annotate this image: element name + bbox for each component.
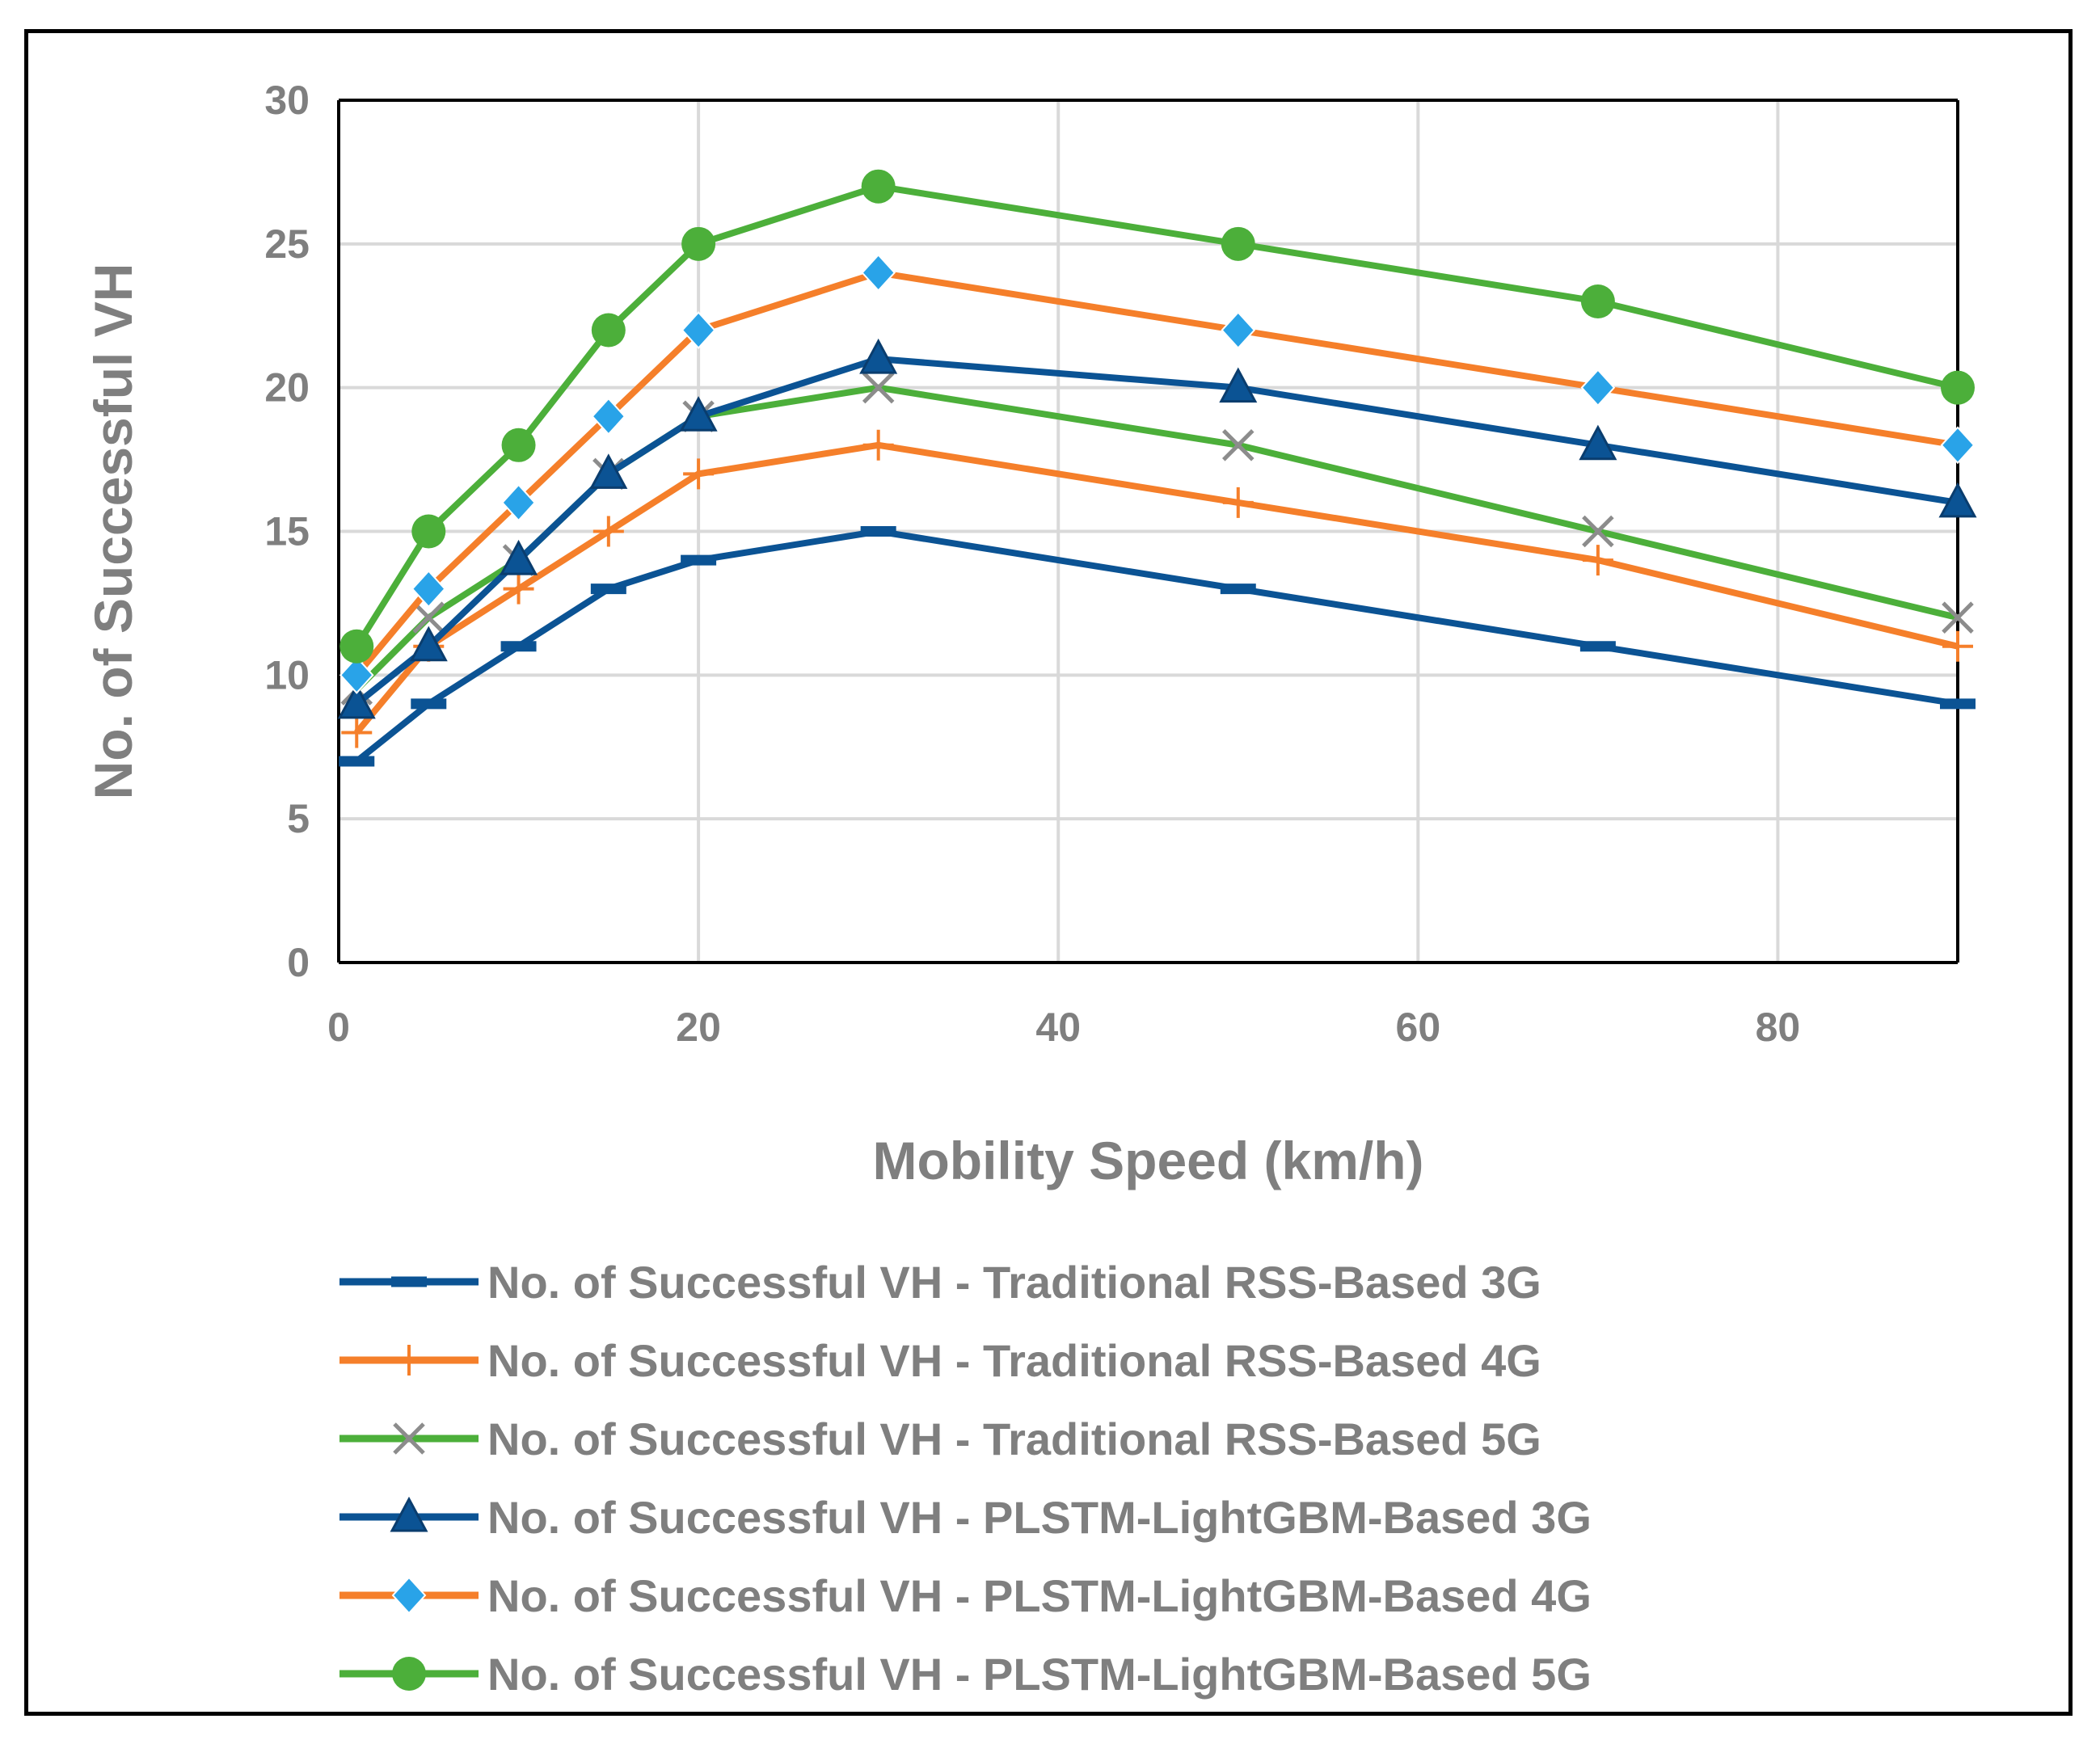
legend-entry-6: No. of Successful VH - PLSTM-LightGBM-Ba… xyxy=(339,1649,1592,1700)
series-6-point-3 xyxy=(501,428,536,462)
series-2-point-4 xyxy=(592,516,624,547)
series-5-point-1 xyxy=(339,655,374,694)
y-tick-label-15: 15 xyxy=(264,509,310,554)
series-5-point-3 xyxy=(501,483,536,522)
series-3-point-7 xyxy=(1222,429,1255,461)
series-2-point-5 xyxy=(683,458,715,490)
y-tick-label-30: 30 xyxy=(264,78,310,123)
chart-frame: 0 5 10 15 20 25 30 0 20 40 60 80 Mobility Speed (km… xyxy=(24,29,2073,1716)
legend-entry-1: No. of Successful VH - Traditional RSS-B… xyxy=(339,1257,1541,1308)
line-chart: 0 5 10 15 20 25 30 0 20 40 60 80 Mobility Speed (km… xyxy=(83,78,1977,1700)
y-tick-label-5: 5 xyxy=(287,796,310,841)
x-tick-label-60: 60 xyxy=(1396,1005,1441,1050)
legend-swatch-marker-2 xyxy=(394,1345,424,1376)
series-6-point-2 xyxy=(411,514,446,549)
series-6-point-5 xyxy=(681,226,716,261)
series-5-point-9 xyxy=(1940,426,1976,465)
series-5-point-8 xyxy=(1580,369,1616,407)
series-4-point-5 xyxy=(679,396,718,432)
series-6-point-1 xyxy=(339,629,374,664)
series-4-point-3 xyxy=(500,539,538,575)
series-5 xyxy=(339,253,1976,694)
axes xyxy=(337,100,1958,964)
series-5-point-4 xyxy=(591,397,626,436)
legend-swatch-marker-6 xyxy=(392,1657,426,1691)
series-2-point-3 xyxy=(503,573,534,605)
legend-entry-2: No. of Successful VH - Traditional RSS-B… xyxy=(339,1335,1541,1386)
series-3-point-2 xyxy=(412,601,445,634)
series-6-point-6 xyxy=(861,169,896,204)
series-1-line xyxy=(354,528,1959,765)
series-4-point-9 xyxy=(1938,482,1977,518)
y-axis-title: No. of Successful VH xyxy=(83,263,143,800)
legend-swatch-marker-5 xyxy=(391,1576,427,1615)
series-4 xyxy=(337,338,1977,719)
legend-swatch-marker-4 xyxy=(390,1496,428,1532)
series-5-point-6 xyxy=(861,253,896,292)
legend: No. of Successful VH - Traditional RSS-B… xyxy=(339,1257,1592,1700)
y-tick-label-10: 10 xyxy=(264,652,310,697)
series-2-point-8 xyxy=(1582,545,1613,576)
series-5-point-2 xyxy=(411,570,446,609)
series-4-point-1 xyxy=(337,683,376,719)
series-1 xyxy=(339,526,1976,767)
series-2-point-6 xyxy=(862,429,894,461)
legend-label-6: No. of Successful VH - PLSTM-LightGBM-Ba… xyxy=(487,1649,1592,1700)
series-2 xyxy=(341,429,1973,748)
legend-label-5: No. of Successful VH - PLSTM-LightGBM-Ba… xyxy=(487,1570,1592,1621)
series-3 xyxy=(340,371,1974,706)
legend-label-3: No. of Successful VH - Traditional RSS-B… xyxy=(487,1413,1541,1464)
series-6 xyxy=(339,169,1975,664)
series-4-point-8 xyxy=(1579,424,1617,461)
series-6-point-9 xyxy=(1941,370,1975,405)
y-tick-label-20: 20 xyxy=(264,365,310,411)
series-3-point-9 xyxy=(1942,601,1974,634)
series-2-point-7 xyxy=(1222,487,1254,518)
x-tick-label-0: 0 xyxy=(327,1005,350,1050)
series xyxy=(337,169,1977,767)
series-4-point-7 xyxy=(1219,367,1258,403)
series-4-point-4 xyxy=(589,453,628,489)
series-5-point-5 xyxy=(681,311,716,350)
y-tick-label-0: 0 xyxy=(287,940,310,985)
x-tick-label-20: 20 xyxy=(676,1005,721,1050)
series-2-point-9 xyxy=(1942,630,1973,662)
legend-swatch-marker-3 xyxy=(393,1422,425,1455)
legend-label-4: No. of Successful VH - PLSTM-LightGBM-Ba… xyxy=(487,1492,1592,1543)
x-axis-title: Mobility Speed (km/h) xyxy=(872,1131,1423,1190)
legend-label-1: No. of Successful VH - Traditional RSS-B… xyxy=(487,1257,1541,1308)
x-tick-label-80: 80 xyxy=(1756,1005,1801,1050)
series-3-point-8 xyxy=(1582,515,1614,548)
series-6-point-8 xyxy=(1580,284,1615,318)
series-4-point-2 xyxy=(409,626,448,662)
series-5-point-7 xyxy=(1221,311,1256,350)
legend-label-2: No. of Successful VH - Traditional RSS-B… xyxy=(487,1335,1541,1386)
series-6-point-7 xyxy=(1221,226,1255,261)
legend-entry-3: No. of Successful VH - Traditional RSS-B… xyxy=(339,1413,1541,1464)
series-3-point-6 xyxy=(862,371,895,404)
legend-entry-5: No. of Successful VH - PLSTM-LightGBM-Ba… xyxy=(339,1570,1592,1621)
x-tick-label-40: 40 xyxy=(1035,1005,1081,1050)
tick-labels: 0 5 10 15 20 25 30 0 20 40 60 80 xyxy=(264,78,1800,1050)
series-4-point-6 xyxy=(859,338,898,374)
series-2-point-1 xyxy=(341,717,373,748)
series-6-point-4 xyxy=(591,313,626,348)
legend-entry-4: No. of Successful VH - PLSTM-LightGBM-Ba… xyxy=(339,1492,1592,1543)
y-tick-label-25: 25 xyxy=(264,221,310,267)
